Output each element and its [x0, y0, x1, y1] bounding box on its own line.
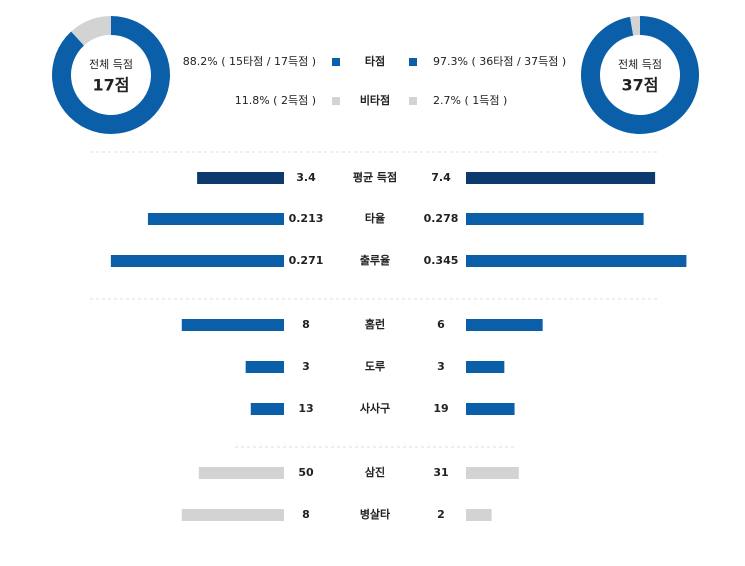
row-label: 타율	[365, 211, 385, 225]
row-label: 도루	[365, 360, 385, 373]
value-left: 3.4	[296, 171, 316, 184]
bar-right	[466, 509, 492, 521]
value-left: 50	[298, 466, 314, 479]
legend-label: 타점	[365, 54, 385, 68]
value-right: 0.278	[424, 212, 459, 225]
row-label: 삼진	[365, 465, 385, 479]
row-label: 홈런	[365, 317, 385, 331]
value-left: 8	[302, 318, 310, 331]
value-left: 8	[302, 508, 310, 521]
value-left: 0.271	[289, 254, 324, 267]
bar-right	[466, 172, 656, 184]
bar-right	[466, 361, 505, 373]
bar-left	[198, 467, 284, 479]
bar-left	[110, 255, 284, 267]
donut-total: 17점	[93, 76, 130, 95]
row-label: 출루율	[360, 253, 390, 267]
legend-swatch	[332, 58, 340, 66]
row-label: 사사구	[360, 401, 390, 415]
value-left: 0.213	[289, 212, 324, 225]
legend-swatch	[409, 58, 417, 66]
legend-value: 88.2% ( 15타점 / 17득점 )	[183, 55, 316, 68]
legend-value: 2.7% ( 1득점 )	[433, 94, 507, 107]
bar-right	[466, 467, 519, 479]
donut-total: 37점	[622, 76, 659, 95]
value-right: 7.4	[431, 171, 451, 184]
donut-caption: 전체 득점	[618, 58, 662, 71]
value-right: 2	[437, 508, 445, 521]
value-right: 19	[433, 402, 448, 415]
value-right: 3	[437, 360, 445, 373]
value-right: 6	[437, 318, 445, 331]
bar-left	[181, 509, 284, 521]
row-label: 병살타	[360, 507, 391, 521]
row-label: 평균 득점	[353, 170, 397, 184]
bar-left	[197, 172, 284, 184]
bar-right	[466, 319, 543, 331]
bar-right	[466, 255, 687, 267]
value-right: 31	[433, 466, 448, 479]
legend-swatch	[332, 97, 340, 105]
legend-value: 97.3% ( 36타점 / 37득점 )	[433, 55, 566, 68]
value-left: 13	[298, 402, 313, 415]
bar-right	[466, 213, 644, 225]
legend-label: 비타점	[360, 93, 390, 107]
value-right: 0.345	[424, 254, 459, 267]
bar-left	[147, 213, 284, 225]
donut-segment	[52, 16, 170, 134]
donut-caption: 전체 득점	[89, 58, 133, 71]
value-left: 3	[302, 360, 310, 373]
legend-swatch	[409, 97, 417, 105]
donut-segment	[580, 16, 699, 134]
bar-left	[250, 403, 284, 415]
bar-right	[466, 403, 515, 415]
bar-left	[245, 361, 284, 373]
donut-segment	[71, 16, 111, 46]
donut-segment	[630, 16, 640, 36]
legend-value: 11.8% ( 2득점 )	[235, 94, 316, 107]
bar-left	[181, 319, 284, 331]
